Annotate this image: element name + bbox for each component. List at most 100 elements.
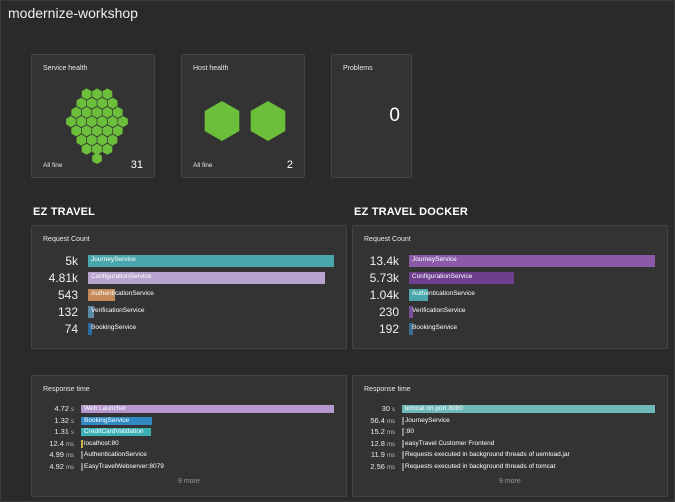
request-count-bar[interactable]	[409, 289, 429, 301]
service-name-label[interactable]: Requests executed in background threads …	[405, 463, 556, 470]
request-count-row[interactable]: 4.81k ConfigurationService	[32, 271, 348, 285]
response-time-bar[interactable]	[81, 428, 152, 437]
service-hexagon[interactable]	[102, 125, 113, 137]
response-time-tile-ez-travel[interactable]: Response time 9 more 4.72 s Web Launcher 1…	[31, 375, 347, 497]
response-time-tile-ez-travel-docker[interactable]: Response time 9 more 30 s tomcat on port …	[352, 375, 668, 497]
service-name-label[interactable]: Requests executed in background threads …	[405, 451, 570, 459]
service-hexagon[interactable]	[107, 97, 118, 109]
response-time-bar[interactable]	[402, 416, 404, 425]
request-count-bar[interactable]	[409, 323, 413, 335]
request-count-row[interactable]: 1.04k AuthenticationService	[353, 288, 669, 302]
request-count-tile-ez-travel-docker[interactable]: Request Count 13.4k JourneyService 5.73k Co…	[352, 225, 668, 349]
service-name-label[interactable]: AuthenticationService	[84, 451, 147, 459]
service-name-label[interactable]: AuthenticationService	[91, 290, 154, 297]
service-hexagon[interactable]	[92, 88, 102, 100]
service-hexagon[interactable]	[71, 106, 82, 118]
service-hexagon[interactable]	[81, 106, 92, 118]
service-name-label[interactable]: ConfigurationService	[412, 273, 473, 280]
request-count-row[interactable]: 74 BookingService	[32, 322, 348, 336]
service-hexagon[interactable]	[107, 134, 118, 146]
service-name-label[interactable]: CreditCardValidation	[84, 428, 144, 436]
problems-tile[interactable]: Problems 0	[331, 54, 412, 178]
service-hexagon[interactable]	[107, 116, 118, 128]
response-time-bar[interactable]	[81, 405, 334, 413]
service-hexagon[interactable]	[81, 125, 92, 137]
service-hexagon[interactable]	[102, 106, 113, 118]
response-time-bar[interactable]	[81, 463, 83, 471]
request-count-row[interactable]: 13.4k JourneyService	[353, 254, 669, 268]
host-hexagon[interactable]	[250, 101, 286, 141]
response-time-row[interactable]: 4.72 s Web Launcher	[32, 403, 348, 414]
response-time-row[interactable]: 1.31 s CreditCardValidation	[32, 426, 348, 437]
service-hexagon[interactable]	[92, 125, 102, 137]
service-name-label[interactable]: localhost:80	[84, 439, 119, 447]
service-name-label[interactable]: VerificationService	[91, 307, 145, 314]
request-count-bar[interactable]	[88, 255, 334, 267]
more-link[interactable]: 9 more	[178, 478, 200, 485]
service-hexagon[interactable]	[92, 143, 102, 155]
request-count-tile-ez-travel[interactable]: Request Count 5k JourneyService 4.81k Confi…	[31, 225, 347, 349]
service-hexagon[interactable]	[118, 116, 128, 128]
request-count-bar[interactable]	[88, 323, 92, 335]
request-count-row[interactable]: 5.73k ConfigurationService	[353, 271, 669, 285]
request-count-bar[interactable]	[88, 289, 115, 301]
service-hexagon[interactable]	[81, 143, 92, 155]
response-time-bar[interactable]	[402, 405, 655, 413]
response-time-row[interactable]: 4.92 ms EasyTravelWebserver:8079	[32, 461, 348, 472]
request-count-bar[interactable]	[88, 306, 95, 318]
service-hexagon[interactable]	[112, 125, 123, 137]
service-hexagon[interactable]	[112, 106, 123, 118]
response-time-bar[interactable]	[81, 416, 152, 425]
response-time-bar[interactable]	[402, 428, 404, 437]
response-time-bar[interactable]	[81, 439, 83, 448]
service-hexagon[interactable]	[97, 116, 108, 128]
service-name-label[interactable]: BookingService	[84, 416, 130, 424]
service-hexagon[interactable]	[92, 106, 102, 118]
service-hexagon[interactable]	[76, 116, 87, 128]
response-time-bar[interactable]	[402, 439, 404, 448]
response-time-bar[interactable]	[402, 451, 404, 460]
service-hexagon[interactable]	[97, 97, 108, 109]
request-count-row[interactable]: 5k JourneyService	[32, 254, 348, 268]
service-hexagon[interactable]	[86, 97, 97, 109]
service-name-label[interactable]: JourneyService	[91, 256, 136, 263]
request-count-row[interactable]: 192 BookingService	[353, 322, 669, 336]
service-hexagon[interactable]	[86, 116, 97, 128]
service-name-label[interactable]: ConfigurationService	[91, 273, 152, 280]
response-time-bar[interactable]	[81, 451, 83, 460]
request-count-bar[interactable]	[409, 306, 414, 318]
service-hexagon[interactable]	[102, 143, 113, 155]
request-count-bar[interactable]	[88, 272, 325, 284]
service-name-label[interactable]: AuthenticationService	[412, 290, 475, 297]
service-name-label[interactable]: JourneyService	[405, 416, 450, 424]
service-hexagon[interactable]	[76, 97, 87, 109]
service-health-tile[interactable]: Service health All fine 31	[31, 54, 155, 178]
request-count-bar[interactable]	[409, 255, 655, 267]
response-time-row[interactable]: 12.4 ms localhost:80	[32, 438, 348, 449]
service-hexagon[interactable]	[102, 88, 113, 100]
response-time-row[interactable]: 12.8 ms easyTravel Customer Frontend	[353, 438, 669, 449]
service-name-label[interactable]: tomcat on port 8080	[405, 405, 463, 412]
service-hexagon[interactable]	[92, 152, 102, 164]
host-hexagon[interactable]	[204, 101, 240, 141]
service-name-label[interactable]: easyTravel Customer Frontend	[405, 439, 495, 447]
service-name-label[interactable]: :80	[405, 428, 415, 436]
service-name-label[interactable]: BookingService	[91, 324, 137, 331]
service-hexagon[interactable]	[66, 116, 76, 128]
host-health-tile[interactable]: Host health All fine 2	[181, 54, 305, 178]
service-hexagon[interactable]	[71, 125, 82, 137]
request-count-bar[interactable]	[409, 272, 515, 284]
response-time-row[interactable]: 4.99 ms AuthenticationService	[32, 449, 348, 460]
more-link[interactable]: 9 more	[499, 478, 521, 485]
service-hexagon[interactable]	[81, 88, 92, 100]
service-hexagon[interactable]	[97, 134, 108, 146]
request-count-row[interactable]: 543 AuthenticationService	[32, 288, 348, 302]
service-name-label[interactable]: JourneyService	[412, 256, 457, 263]
response-time-row[interactable]: 2.56 ms Requests executed in background t…	[353, 461, 669, 472]
response-time-row[interactable]: 30 s tomcat on port 8080	[353, 403, 669, 414]
response-time-row[interactable]: 1.32 s BookingService	[32, 415, 348, 426]
response-time-row[interactable]: 11.9 ms Requests executed in background t…	[353, 449, 669, 460]
response-time-bar[interactable]	[402, 463, 404, 471]
service-hexagon[interactable]	[86, 134, 97, 146]
service-name-label[interactable]: VerificationService	[412, 307, 466, 314]
